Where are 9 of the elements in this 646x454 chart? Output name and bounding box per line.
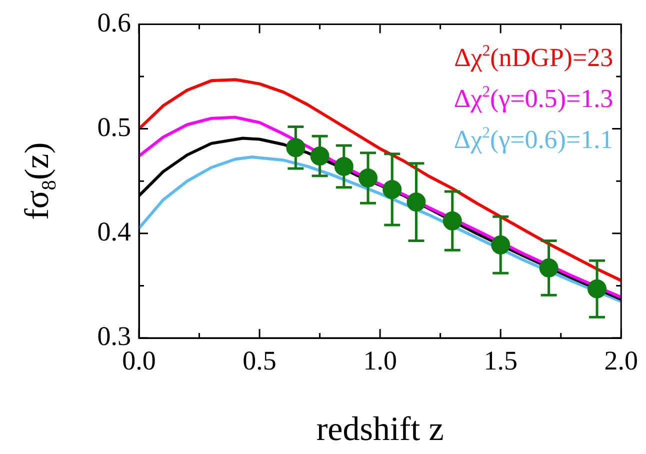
y-axis-title: fσ8(z) bbox=[19, 142, 60, 220]
y-tick-label: 0.6 bbox=[97, 7, 131, 38]
x-tick-label: 2.0 bbox=[604, 345, 638, 376]
y-tick-label: 0.5 bbox=[97, 112, 131, 142]
x-axis-title: redshift z bbox=[316, 411, 444, 448]
x-tick-label: 1.5 bbox=[484, 345, 518, 376]
x-tick-label: 0.5 bbox=[242, 345, 276, 376]
x-tick-label: 1.0 bbox=[363, 345, 397, 376]
y-tick-label: 0.4 bbox=[97, 216, 132, 246]
